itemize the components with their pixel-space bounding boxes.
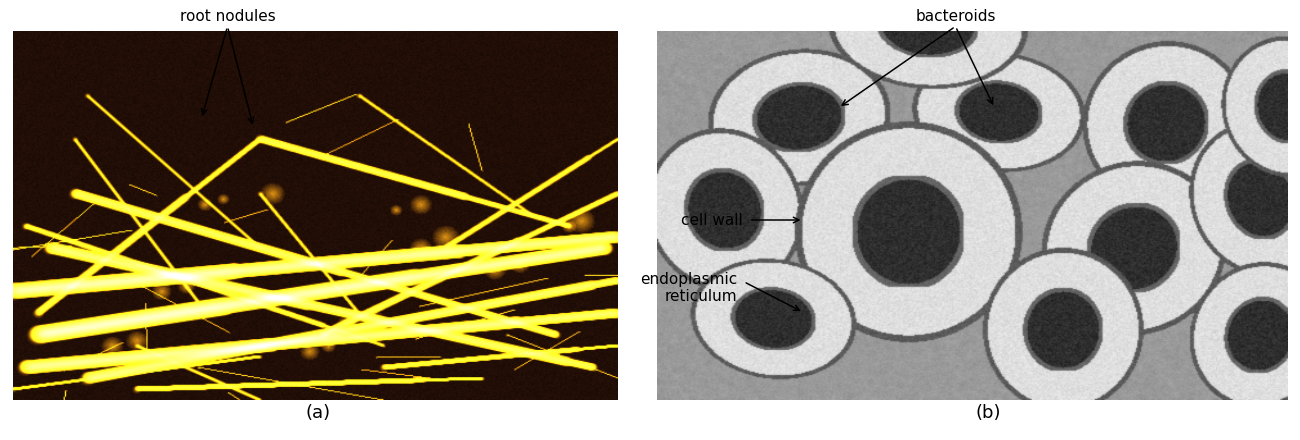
Text: cell wall: cell wall — [681, 213, 742, 227]
Text: root nodules: root nodules — [179, 9, 276, 24]
Text: (a): (a) — [306, 404, 332, 422]
Text: (b): (b) — [975, 404, 1001, 422]
Text: endoplasmic
reticulum: endoplasmic reticulum — [640, 272, 737, 304]
Text: bacteroids: bacteroids — [915, 9, 996, 24]
